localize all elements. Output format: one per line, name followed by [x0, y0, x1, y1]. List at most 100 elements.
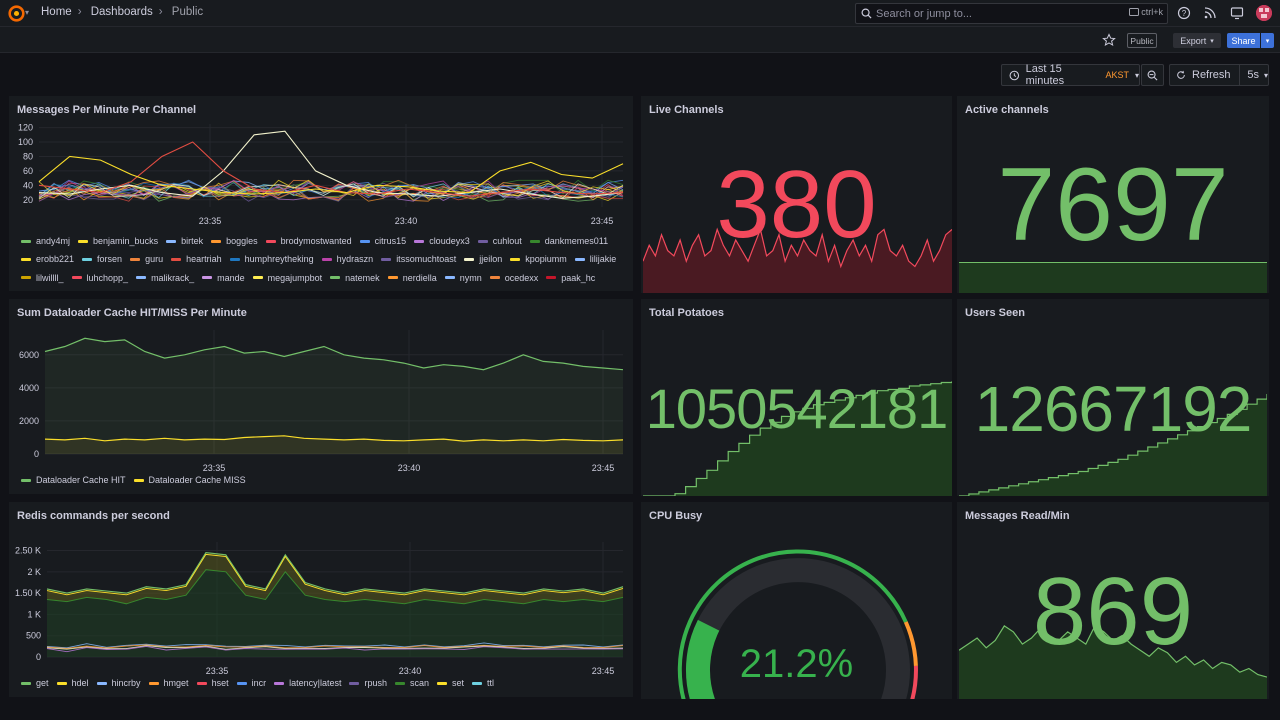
- refresh-icon: [1177, 70, 1185, 79]
- search-bar[interactable]: ctrl+k: [855, 3, 1168, 24]
- legend-label: get: [36, 678, 49, 688]
- legend-item[interactable]: hydraszn: [321, 251, 373, 267]
- export-button[interactable]: Export ▾: [1173, 33, 1221, 48]
- panel-title: Total Potatoes: [649, 307, 724, 319]
- series-line: [38, 141, 624, 197]
- legend-swatch: [477, 239, 488, 243]
- legend-item[interactable]: boggles: [211, 233, 258, 249]
- legend-label: paak_hc: [561, 272, 596, 283]
- potatoes-sparkline: [643, 381, 952, 496]
- avatar[interactable]: [1256, 5, 1272, 21]
- share-menu-chevron-icon[interactable]: ▾: [1261, 33, 1274, 48]
- legend-item[interactable]: lilwillll_: [21, 270, 64, 286]
- breadcrumb-dashboards[interactable]: Dashboards: [90, 6, 153, 18]
- legend-label: megajumpbot: [267, 272, 323, 283]
- legend-swatch: [387, 276, 398, 280]
- legend-item[interactable]: ttl: [472, 675, 494, 691]
- series-line: [38, 179, 624, 196]
- legend-item[interactable]: andy4mj: [21, 233, 70, 249]
- legend-item[interactable]: megajumpbot: [252, 270, 323, 286]
- legend-item[interactable]: latency|latest: [274, 675, 341, 691]
- legend-label: hincrby: [111, 678, 141, 688]
- breadcrumb-home[interactable]: Home: [41, 6, 72, 18]
- legend-item[interactable]: cuhlout: [477, 233, 522, 249]
- legend-item[interactable]: guru: [130, 251, 163, 267]
- legend-swatch: [265, 239, 276, 243]
- legend-item[interactable]: hdel: [56, 675, 89, 691]
- sparkline-area: [643, 381, 952, 496]
- legend-item[interactable]: brodymostwanted: [265, 233, 352, 249]
- legend-item[interactable]: citrus15: [359, 233, 406, 249]
- legend-item[interactable]: lilijakie: [574, 251, 616, 267]
- legend-item[interactable]: heartriah: [171, 251, 222, 267]
- legend-item[interactable]: humphreytheking: [229, 251, 314, 267]
- legend-item[interactable]: jjeilon: [464, 251, 502, 267]
- legend-item[interactable]: scan: [394, 675, 429, 691]
- series-line: [38, 130, 624, 199]
- legend-item[interactable]: cloudeyx3: [414, 233, 470, 249]
- legend-item[interactable]: Dataloader Cache HIT: [21, 472, 126, 488]
- messages-chart[interactable]: 20 40 60 80 100 120 23:35 23:40 23:45: [9, 96, 633, 291]
- legend-item[interactable]: luhchopp_: [71, 270, 128, 286]
- x-tick-label: 23:40: [398, 463, 421, 473]
- legend-item[interactable]: malikrack_: [136, 270, 194, 286]
- panel-title: Live Channels: [649, 104, 724, 116]
- redis-chart[interactable]: 0 500 1 K 1.50 K 2 K 2.50 K 23:35 23:40 23:45: [9, 502, 633, 697]
- panel-cpu-busy: CPU Busy 21.2%: [641, 502, 952, 699]
- legend-swatch: [56, 681, 67, 685]
- legend-item[interactable]: erobb221: [21, 251, 74, 267]
- legend-item[interactable]: nerdiella: [387, 270, 437, 286]
- legend-item[interactable]: kpopiumm: [510, 251, 567, 267]
- legend-item[interactable]: mande: [202, 270, 245, 286]
- legend-label: benjamin_bucks: [93, 236, 159, 246]
- legend-swatch: [21, 478, 31, 482]
- legend-item[interactable]: rpush: [349, 675, 387, 691]
- panel-title: Users Seen: [965, 307, 1025, 319]
- legend-item[interactable]: hset: [196, 675, 229, 691]
- sparkline-line: [959, 394, 1267, 496]
- rss-icon[interactable]: [1203, 6, 1217, 20]
- legend-item[interactable]: itssomuchtoast: [381, 251, 456, 267]
- gauge-threshold-green: [677, 549, 908, 699]
- refresh-button[interactable]: Refresh 5s ▾: [1169, 64, 1269, 86]
- series-line: [46, 642, 624, 649]
- legend-item[interactable]: birtek: [166, 233, 203, 249]
- legend-item[interactable]: get: [21, 675, 49, 691]
- legend-label: jjeilon: [479, 254, 503, 265]
- legend-item[interactable]: incr: [236, 675, 266, 691]
- legend-item[interactable]: dankmemes011: [529, 233, 608, 249]
- share-button[interactable]: Share: [1227, 33, 1260, 48]
- legend-item[interactable]: ocedexx: [489, 270, 538, 286]
- legend-item[interactable]: hmget: [148, 675, 189, 691]
- grafana-logo-icon[interactable]: [8, 5, 25, 22]
- dataloader-chart[interactable]: 0 2000 4000 6000 23:35 23:40 23:45: [9, 299, 633, 494]
- public-badge: Public: [1127, 33, 1157, 48]
- legend-item[interactable]: Dataloader Cache MISS: [133, 472, 246, 488]
- legend-item[interactable]: hincrby: [96, 675, 141, 691]
- star-icon[interactable]: [1102, 33, 1116, 47]
- legend-item[interactable]: nymn: [444, 270, 482, 286]
- chevron-down-icon[interactable]: ▾: [25, 8, 30, 17]
- search-input[interactable]: [876, 7, 1121, 20]
- y-tick-label: 2.50 K: [15, 546, 41, 556]
- legend-item[interactable]: set: [437, 675, 464, 691]
- legend-label: andy4mj: [36, 236, 71, 246]
- legend-label: rpush: [364, 678, 387, 688]
- zoom-out-button[interactable]: [1141, 64, 1164, 86]
- panel-title: Redis commands per second: [17, 510, 170, 522]
- legend-item[interactable]: forsen: [82, 251, 122, 267]
- search-icon: [861, 8, 872, 19]
- legend-item[interactable]: benjamin_bucks: [78, 233, 158, 249]
- monitor-icon[interactable]: [1230, 6, 1244, 20]
- legend-swatch: [437, 681, 447, 685]
- clock-icon: [1009, 70, 1020, 80]
- help-icon[interactable]: ?: [1177, 6, 1191, 20]
- legend-item[interactable]: paak_hc: [546, 270, 595, 286]
- refresh-label: Refresh: [1192, 69, 1231, 81]
- refresh-interval[interactable]: 5s: [1247, 69, 1259, 81]
- legend-label: natemek: [345, 272, 380, 283]
- time-range-picker[interactable]: Last 15 minutes AKST ▾: [1001, 63, 1140, 87]
- series-line: [46, 552, 624, 594]
- legend-item[interactable]: natemek: [330, 270, 380, 286]
- sparkline-area: [959, 625, 1267, 699]
